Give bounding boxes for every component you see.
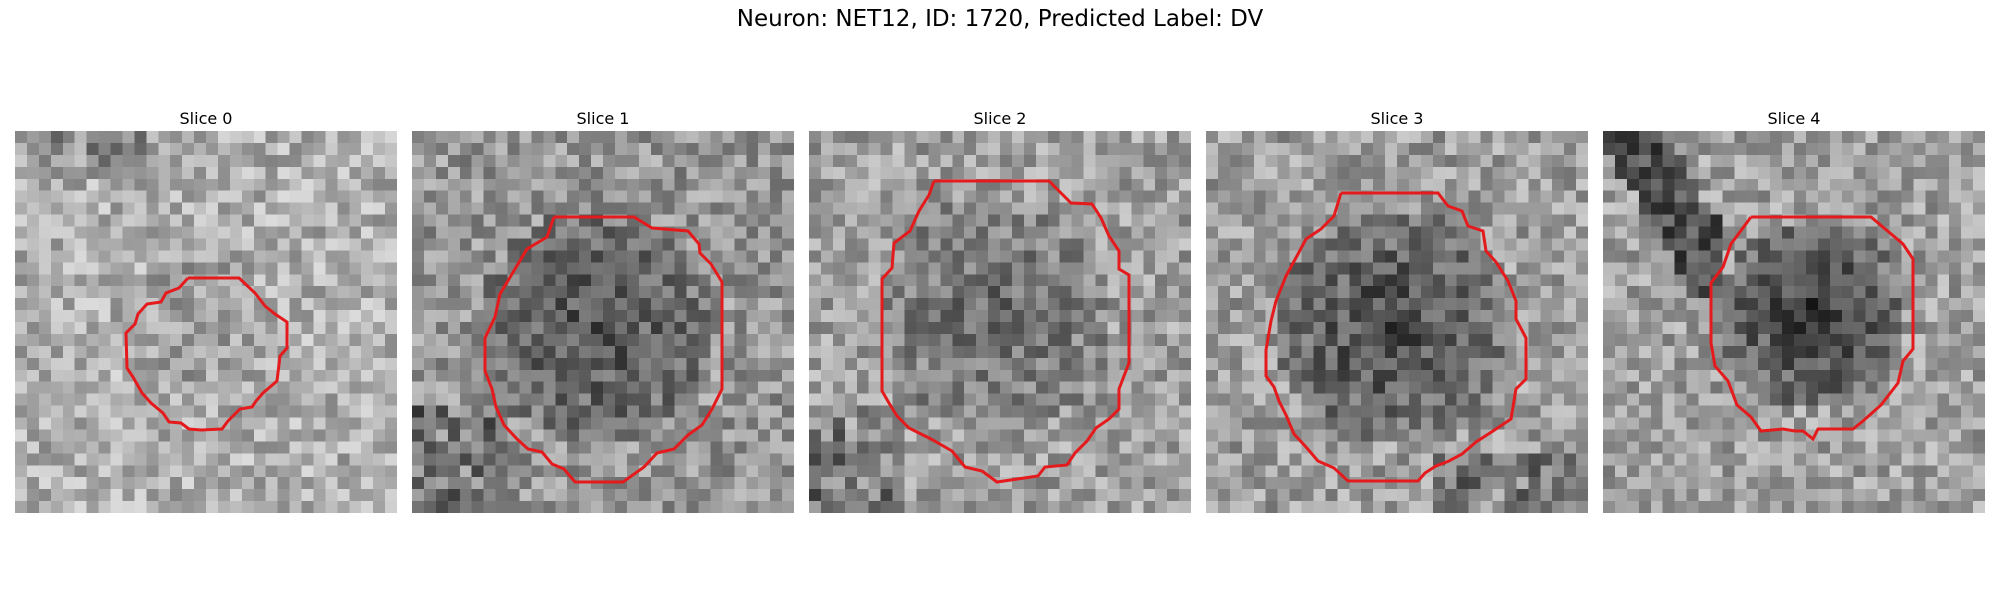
roi-contour — [1709, 215, 1915, 442]
slice-image — [809, 131, 1191, 513]
slice-title: Slice 1 — [576, 109, 630, 128]
slice-title: Slice 0 — [179, 109, 233, 128]
slice-image — [1603, 131, 1985, 513]
slice-panel-4: Slice 4 — [1603, 107, 1985, 513]
slice-title: Slice 4 — [1767, 109, 1821, 128]
slice-panel-1: Slice 1 — [412, 107, 794, 513]
slice-image — [15, 131, 397, 513]
grayscale-patch — [15, 131, 397, 513]
slice-panel-3: Slice 3 — [1206, 107, 1588, 513]
slice-title: Slice 2 — [973, 109, 1027, 128]
roi-contour — [1264, 191, 1528, 483]
slice-image — [412, 131, 794, 513]
grayscale-patch — [412, 131, 794, 513]
grayscale-patch — [809, 131, 1191, 513]
slice-title: Slice 3 — [1370, 109, 1424, 128]
slice-panel-0: Slice 0 — [15, 107, 397, 513]
figure-title: Neuron: NET12, ID: 1720, Predicted Label… — [736, 6, 1264, 32]
slice-image — [1206, 131, 1588, 513]
slice-panel-2: Slice 2 — [809, 107, 1191, 513]
roi-contour — [880, 179, 1131, 484]
roi-contour — [124, 276, 289, 432]
grayscale-patch — [1603, 131, 1985, 513]
roi-contour — [483, 215, 724, 484]
